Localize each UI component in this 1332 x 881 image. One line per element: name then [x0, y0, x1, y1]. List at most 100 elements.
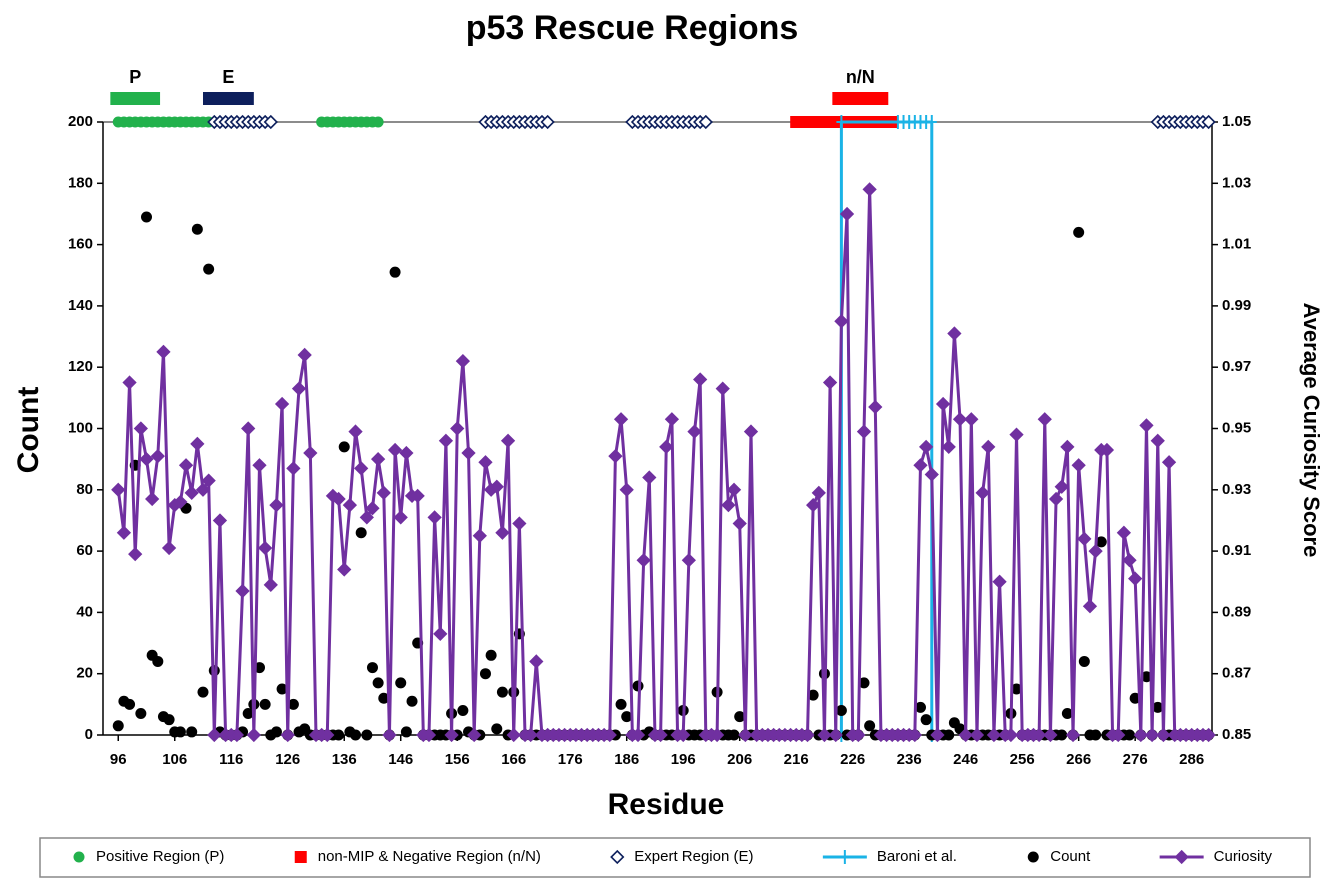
y-axis-title: Count	[12, 387, 45, 474]
data-point	[495, 525, 510, 540]
legend-entry: Count	[1027, 848, 1091, 865]
data-point	[914, 701, 926, 713]
data-point	[438, 433, 454, 448]
data-point	[1161, 455, 1177, 470]
data-point	[1088, 543, 1103, 559]
x-tick-label: 276	[1123, 751, 1148, 768]
data-point	[128, 547, 143, 562]
data-point	[433, 626, 448, 641]
data-point	[806, 497, 821, 513]
x-tick-label: 146	[388, 751, 413, 768]
data-point	[203, 263, 215, 275]
data-point	[636, 553, 651, 568]
data-point	[709, 727, 725, 743]
data-point	[135, 708, 147, 720]
data-point	[664, 412, 680, 427]
annotation-label: n/N	[846, 67, 875, 87]
y-tick-label: 200	[68, 113, 93, 130]
data-point	[835, 704, 847, 716]
data-point	[1011, 683, 1023, 695]
data-point	[619, 482, 634, 497]
data-point	[1054, 479, 1069, 494]
data-point	[186, 726, 198, 738]
data-point	[393, 510, 408, 525]
data-point	[361, 729, 373, 741]
y-tick-label: 40	[76, 603, 93, 620]
legend-marker	[839, 850, 850, 864]
y-tick-label: 120	[68, 358, 93, 375]
data-point	[371, 452, 386, 467]
data-point	[303, 445, 318, 461]
data-point	[728, 729, 740, 741]
data-point	[337, 562, 352, 577]
data-point	[1065, 727, 1081, 743]
data-point	[450, 421, 465, 436]
data-point	[178, 458, 194, 473]
data-point	[807, 689, 819, 701]
data-point	[269, 497, 284, 513]
data-point	[839, 206, 855, 222]
data-point	[1031, 727, 1047, 743]
data-point	[919, 439, 934, 455]
data-point	[491, 723, 503, 735]
series-group	[207, 114, 1216, 130]
annotation-label: P	[129, 67, 141, 87]
data-point	[156, 344, 171, 360]
data-point	[365, 501, 380, 516]
y2-tick-label: 1.03	[1222, 174, 1251, 191]
x-tick-label: 216	[784, 751, 809, 768]
x-tick-label: 256	[1010, 751, 1035, 768]
plot-area: 0 20 40 60 80 100 120 140 160 180 200 0.85 0.87 0.89 0…	[68, 67, 1251, 768]
data-point	[1060, 439, 1075, 455]
data-point	[834, 314, 849, 329]
y2-tick-label: 0.99	[1222, 297, 1251, 314]
data-point	[1073, 226, 1085, 238]
data-point	[734, 711, 746, 723]
data-point	[399, 445, 414, 461]
data-point	[512, 516, 527, 531]
data-point	[811, 485, 826, 500]
data-point	[472, 528, 487, 543]
data-point	[246, 727, 261, 743]
data-point	[613, 412, 629, 427]
data-point	[291, 381, 307, 396]
data-point	[229, 727, 245, 743]
data-point	[687, 424, 702, 439]
data-point	[868, 399, 883, 415]
x-tick-label: 186	[614, 751, 639, 768]
data-point	[389, 266, 401, 278]
data-point	[274, 396, 290, 412]
data-point	[355, 527, 367, 539]
legend: Positive Region (P) non-MIP & Negative Re…	[73, 848, 1272, 865]
data-point	[331, 491, 346, 507]
data-point	[681, 553, 696, 568]
data-point	[602, 727, 617, 743]
data-point	[621, 711, 633, 723]
y2-tick-label: 1.01	[1222, 236, 1251, 253]
data-point	[382, 727, 397, 743]
data-point	[252, 458, 267, 473]
data-point	[1150, 433, 1165, 448]
y2-tick-label: 0.93	[1222, 481, 1251, 498]
legend-label: non-MIP & Negative Region (n/N)	[318, 848, 541, 865]
data-point	[207, 727, 222, 743]
annotation-bar	[110, 92, 161, 105]
x-tick-label: 236	[897, 751, 922, 768]
data-point	[1078, 655, 1090, 667]
data-point	[858, 677, 870, 689]
legend-entry: Baroni et al.	[822, 848, 957, 865]
y2-tick-label: 0.97	[1222, 358, 1251, 375]
data-point	[241, 421, 256, 436]
data-point	[975, 485, 990, 500]
legend-marker	[610, 849, 625, 865]
series-group	[112, 116, 384, 128]
data-point	[150, 448, 165, 464]
data-point	[258, 540, 273, 556]
data-point	[1156, 727, 1171, 743]
data-point	[1116, 525, 1131, 540]
legend-entry: Curiosity	[1159, 848, 1272, 865]
y-tick-label: 160	[68, 236, 93, 253]
data-point	[1111, 727, 1126, 743]
data-point	[297, 347, 312, 363]
